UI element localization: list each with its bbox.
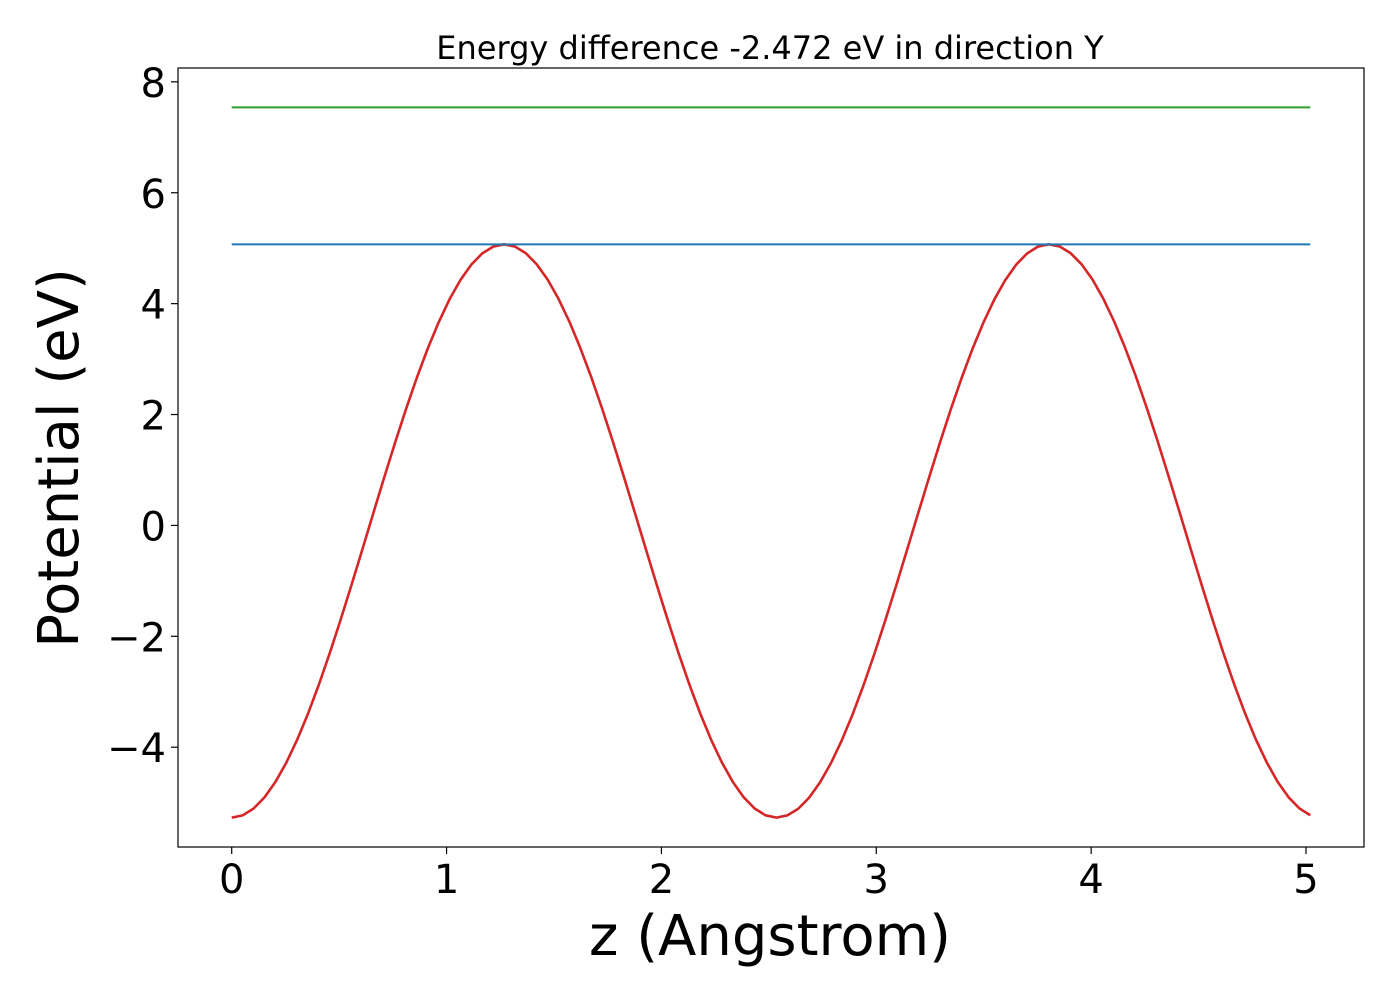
- x-tick-label: 1: [434, 857, 459, 903]
- x-tick-label: 2: [649, 857, 674, 903]
- series-layer: [231, 106, 1311, 819]
- plot-area: [178, 68, 1364, 847]
- x-axis-ticks: 0 1 2 3 4 5: [219, 847, 1319, 903]
- y-tick-label: 0: [141, 504, 166, 550]
- x-tick-label: 5: [1293, 857, 1318, 903]
- y-tick-label: 2: [141, 394, 166, 440]
- y-tick-label: −2: [107, 615, 166, 661]
- x-tick-label: 0: [219, 857, 244, 903]
- plot-background: [178, 68, 1364, 847]
- x-tick-label: 4: [1078, 857, 1103, 903]
- y-tick-label: −4: [107, 726, 166, 772]
- x-axis-title: z (Angstrom): [589, 904, 951, 969]
- chart-title: Energy difference -2.472 eV in direction…: [436, 29, 1104, 67]
- y-tick-label: 8: [141, 61, 166, 107]
- y-axis-ticks: −4 −2 0 2 4 6 8: [107, 61, 178, 772]
- axes-frame: [177, 67, 1365, 848]
- axes-border: [177, 67, 1365, 848]
- y-tick-label: 4: [141, 283, 166, 329]
- x-tick-label: 3: [864, 857, 889, 903]
- y-tick-label: 6: [141, 172, 166, 218]
- y-axis-title: Potential (eV): [27, 268, 92, 648]
- potential-curve-line: [231, 243, 1311, 819]
